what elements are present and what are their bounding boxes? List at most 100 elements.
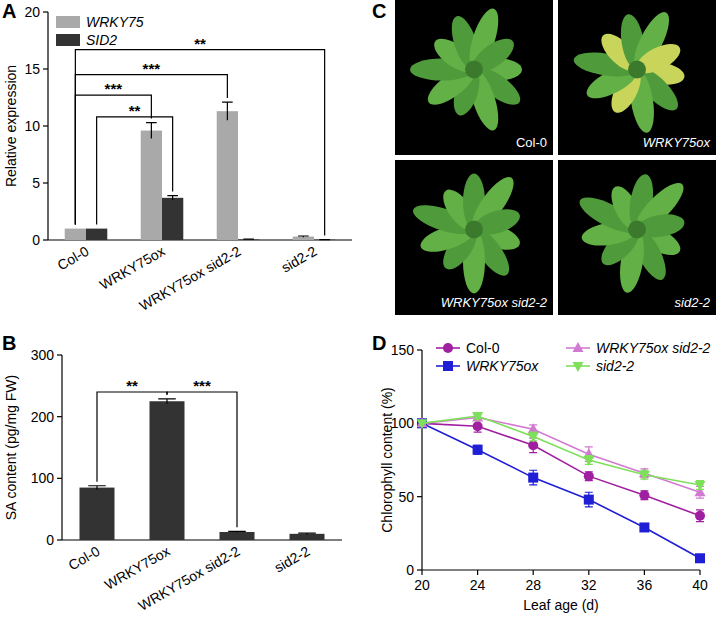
y-tick-label: 10 bbox=[24, 118, 40, 134]
marker bbox=[639, 522, 649, 532]
x-tick-label: sid2-2 bbox=[271, 543, 312, 576]
error-bar bbox=[640, 491, 648, 500]
y-tick-label: 0 bbox=[406, 562, 414, 578]
bar bbox=[65, 229, 86, 240]
significance-bracket bbox=[75, 50, 324, 236]
bar bbox=[293, 237, 314, 240]
marker bbox=[443, 361, 453, 371]
rosette bbox=[572, 7, 686, 134]
legend-swatch bbox=[56, 34, 80, 46]
bar bbox=[141, 131, 162, 240]
y-tick-label: 15 bbox=[24, 61, 40, 77]
plot-area bbox=[417, 411, 706, 563]
y-tick-label: 200 bbox=[31, 409, 55, 425]
y-tick bbox=[57, 539, 62, 540]
plot-area bbox=[65, 102, 336, 240]
error-bar bbox=[585, 472, 593, 481]
y-tick bbox=[43, 239, 48, 240]
x-tick-label: sid2-2 bbox=[278, 243, 319, 276]
y-tick bbox=[43, 125, 48, 126]
x-tick bbox=[477, 570, 478, 575]
bar bbox=[150, 401, 185, 540]
marker bbox=[639, 490, 649, 500]
plot-area bbox=[80, 399, 325, 540]
y-tick bbox=[57, 354, 62, 355]
legend-label: sid2-2 bbox=[596, 358, 634, 374]
y-tick-label: 50 bbox=[398, 489, 414, 505]
rosette-center bbox=[628, 221, 646, 239]
x-tick-label: 28 bbox=[525, 577, 541, 593]
photo bbox=[558, 0, 716, 155]
significance: ** bbox=[126, 377, 138, 394]
marker bbox=[528, 473, 538, 483]
legend-label: WRKY75 bbox=[86, 14, 144, 30]
significance: *** bbox=[193, 377, 211, 394]
x-tick bbox=[421, 570, 422, 575]
x-tick bbox=[588, 570, 589, 575]
rosette-center bbox=[465, 221, 483, 239]
photo-label: Col-0 bbox=[516, 135, 547, 150]
error-bar bbox=[243, 239, 254, 241]
legend-label: Col-0 bbox=[466, 340, 500, 356]
bar bbox=[217, 111, 238, 240]
rosette bbox=[575, 172, 690, 294]
legend-label: SID2 bbox=[86, 32, 117, 48]
marker bbox=[443, 343, 453, 353]
photo-label: WRKY75ox bbox=[643, 135, 711, 150]
marker bbox=[583, 456, 594, 466]
error-bar bbox=[474, 445, 482, 454]
marker bbox=[695, 553, 705, 563]
y-axis-label: Chlorophyll content (%) bbox=[379, 387, 395, 533]
error-bar bbox=[319, 239, 330, 240]
y-tick bbox=[417, 569, 422, 570]
y-tick bbox=[43, 68, 48, 69]
bar bbox=[220, 532, 255, 540]
marker bbox=[584, 471, 594, 481]
marker bbox=[417, 419, 428, 429]
x-tick-label: 36 bbox=[637, 577, 653, 593]
error-bar bbox=[585, 492, 593, 507]
y-axis-label: SA content (pg/mg FW) bbox=[3, 375, 19, 521]
bar bbox=[86, 229, 107, 240]
error-bar bbox=[298, 533, 316, 534]
error-bar bbox=[222, 102, 233, 120]
error-bar bbox=[88, 486, 106, 490]
y-axis bbox=[421, 350, 422, 570]
x-tick-label: Col-0 bbox=[55, 243, 92, 274]
error-bar bbox=[146, 123, 157, 139]
significance-bracket bbox=[75, 95, 151, 224]
x-tick-label: 20 bbox=[414, 577, 430, 593]
error-bar bbox=[158, 399, 176, 404]
line bbox=[422, 416, 700, 485]
bar bbox=[162, 198, 183, 240]
error-bar bbox=[228, 531, 246, 532]
x-tick-label: 24 bbox=[470, 577, 486, 593]
significance-bracket bbox=[167, 392, 237, 527]
significance: ** bbox=[129, 102, 141, 119]
y-tick bbox=[43, 182, 48, 183]
photo bbox=[395, 160, 553, 315]
significance: *** bbox=[143, 60, 161, 77]
rosette bbox=[410, 171, 523, 293]
y-tick-label: 300 bbox=[31, 347, 55, 363]
y-tick bbox=[417, 349, 422, 350]
significance-bracket bbox=[97, 117, 173, 225]
bar bbox=[290, 534, 325, 540]
marker bbox=[639, 471, 650, 481]
y-tick bbox=[57, 478, 62, 479]
marker bbox=[695, 511, 705, 521]
photo-label: WRKY75ox sid2-2 bbox=[441, 295, 548, 310]
marker bbox=[573, 362, 584, 372]
rosette-center bbox=[465, 61, 483, 79]
y-tick-label: 5 bbox=[32, 175, 40, 191]
x-tick-label: WRKY75ox bbox=[97, 243, 168, 293]
rosette bbox=[410, 5, 526, 134]
y-tick bbox=[57, 416, 62, 417]
photo-label: sid2-2 bbox=[675, 295, 711, 310]
photo bbox=[558, 160, 716, 315]
marker bbox=[573, 342, 584, 352]
y-tick-label: 0 bbox=[32, 232, 40, 248]
significance: ** bbox=[194, 35, 206, 52]
panel-letter: D bbox=[372, 332, 386, 354]
marker bbox=[528, 433, 539, 443]
